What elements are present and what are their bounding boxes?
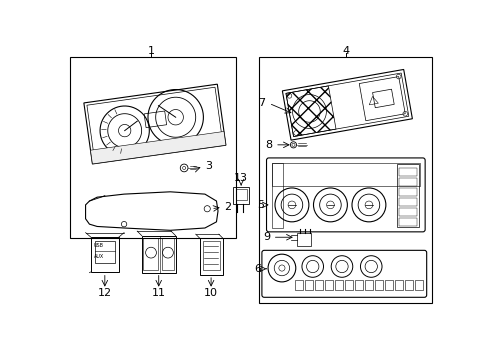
Bar — [355, 280, 363, 291]
Bar — [405, 280, 413, 291]
Bar — [365, 280, 373, 291]
Text: 3: 3 — [205, 161, 212, 171]
Text: AUX: AUX — [94, 254, 104, 259]
Bar — [295, 280, 303, 291]
Bar — [233, 187, 249, 204]
Bar — [199, 238, 222, 275]
Bar — [142, 236, 175, 273]
Bar — [259, 57, 432, 303]
Text: 12: 12 — [98, 288, 112, 298]
Bar — [375, 280, 383, 291]
Text: 7: 7 — [258, 98, 265, 108]
Bar — [415, 280, 423, 291]
Text: 9: 9 — [263, 232, 270, 242]
Bar — [305, 280, 313, 291]
Bar — [236, 189, 246, 200]
Bar — [399, 218, 417, 226]
Bar — [272, 163, 283, 228]
Bar — [91, 237, 119, 272]
Text: 6: 6 — [254, 264, 261, 274]
Bar — [335, 280, 343, 291]
Bar — [397, 164, 419, 227]
Bar — [315, 280, 323, 291]
Text: 8: 8 — [266, 140, 273, 150]
Bar — [70, 57, 236, 238]
Bar — [272, 163, 420, 186]
Text: 1: 1 — [147, 46, 154, 56]
Bar — [399, 208, 417, 216]
Bar — [162, 238, 174, 270]
Bar — [297, 233, 311, 246]
Bar — [399, 178, 417, 186]
Text: 5: 5 — [257, 200, 264, 210]
Bar — [203, 241, 220, 270]
Text: 13: 13 — [234, 173, 248, 183]
Bar — [385, 280, 393, 291]
Bar — [325, 280, 333, 291]
Bar — [399, 188, 417, 195]
Bar — [95, 241, 115, 263]
Text: 11: 11 — [152, 288, 166, 298]
Bar — [395, 280, 403, 291]
Bar — [143, 238, 158, 270]
Bar — [399, 198, 417, 206]
Text: 2: 2 — [224, 202, 231, 212]
Text: 10: 10 — [204, 288, 218, 298]
Bar — [345, 280, 353, 291]
Bar — [399, 168, 417, 176]
Polygon shape — [91, 131, 226, 164]
Text: 4: 4 — [343, 46, 349, 56]
Text: USB: USB — [94, 243, 104, 248]
